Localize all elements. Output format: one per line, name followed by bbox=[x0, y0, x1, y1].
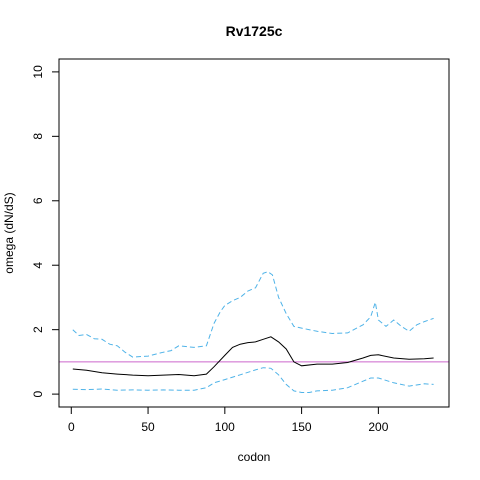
y-tick-label: 0 bbox=[31, 390, 45, 397]
x-axis-label: codon bbox=[238, 450, 271, 464]
omega-lower-bound-line bbox=[72, 367, 434, 393]
y-axis-label: omega (dN/dS) bbox=[2, 192, 16, 273]
y-tick-label: 4 bbox=[31, 262, 45, 269]
x-tick-label: 150 bbox=[292, 420, 312, 434]
y-tick-label: 8 bbox=[31, 133, 45, 140]
plot-frame bbox=[58, 58, 450, 408]
y-tick-label: 10 bbox=[31, 65, 45, 79]
x-tick-label: 100 bbox=[215, 420, 235, 434]
x-tick-label: 50 bbox=[141, 420, 155, 434]
omega-upper-bound-line bbox=[72, 271, 434, 358]
omega-mean-line bbox=[72, 336, 434, 377]
x-tick-label: 200 bbox=[368, 420, 388, 434]
chart-title: Rv1725c bbox=[226, 23, 283, 39]
y-tick-label: 6 bbox=[31, 197, 45, 204]
y-tick-label: 2 bbox=[31, 326, 45, 333]
x-tick-label: 0 bbox=[68, 420, 75, 434]
